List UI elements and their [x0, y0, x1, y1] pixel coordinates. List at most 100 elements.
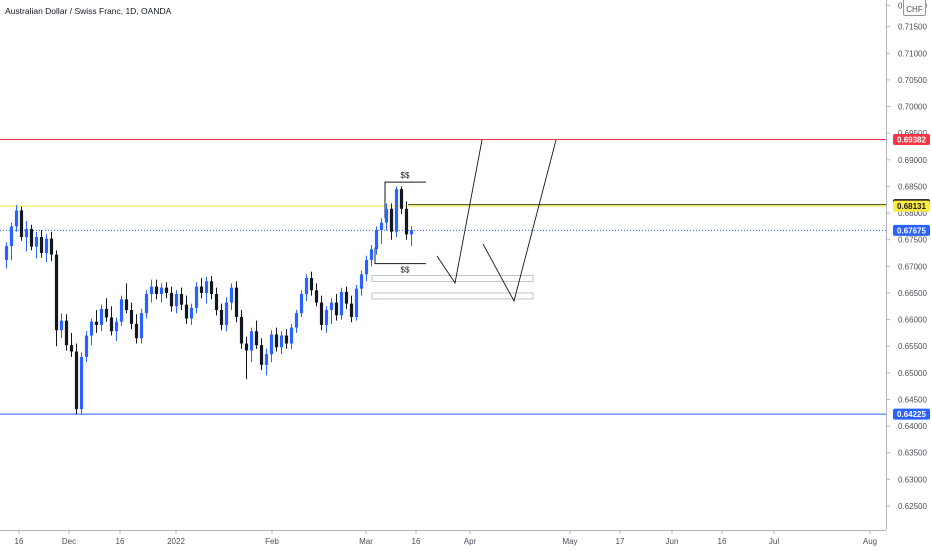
candle [114, 317, 119, 341]
candle [269, 330, 274, 363]
candle-body [379, 222, 384, 231]
candle-body [129, 309, 134, 324]
x-tick-label: 17 [616, 537, 625, 546]
candle-body [154, 286, 159, 295]
horizontal-lines [0, 138, 886, 415]
price-label-prev_close: 0.68131 [893, 200, 930, 212]
candle-body [189, 307, 194, 319]
candle-body [199, 286, 204, 293]
x-tick-label: 16 [718, 537, 727, 546]
candle [339, 287, 344, 320]
candle-body [94, 321, 99, 325]
candle [94, 309, 99, 333]
candle [249, 327, 254, 363]
candle [309, 271, 314, 296]
candle-body [9, 226, 14, 247]
candle-body [359, 274, 364, 289]
candle-body [124, 299, 129, 310]
chart-title: Australian Dollar / Swiss Franc, 1D, OAN… [5, 6, 172, 16]
candle [199, 278, 204, 299]
x-tick-label: Jun [666, 537, 679, 546]
candle [9, 222, 14, 260]
candle-body [39, 237, 44, 254]
liquidity-annotation: $$ [401, 171, 410, 180]
candle [144, 290, 149, 319]
candle-body [334, 302, 339, 316]
candle [64, 314, 69, 351]
candle [14, 205, 19, 232]
y-tick-label: 0.70500 [898, 76, 927, 85]
candle [329, 298, 334, 324]
candle [39, 230, 44, 258]
candle-body [369, 249, 374, 260]
y-tick-label: 0.65500 [898, 342, 927, 351]
x-tick-label: 16 [412, 537, 421, 546]
x-tick-label: Jul [769, 537, 779, 546]
candle [334, 294, 339, 321]
candle-body [44, 238, 49, 254]
candle [184, 295, 189, 324]
candle [19, 206, 24, 241]
y-tick-label: 0.62500 [898, 502, 927, 511]
drawings: $$ $$ [371, 139, 557, 303]
candle-body [344, 291, 349, 304]
currency-badge[interactable]: CHF [903, 0, 926, 16]
candle-body [139, 313, 144, 339]
candle [274, 327, 279, 352]
candle [74, 343, 79, 415]
price-label-bg [893, 224, 930, 236]
candle-body [114, 321, 119, 332]
axes: 0.62500 0.63000 0.63500 0.64000 0.64500 0.650… [0, 0, 927, 546]
y-tick-label: 0.64500 [898, 395, 927, 404]
candle-body [279, 335, 284, 348]
x-tick-label: Dec [62, 537, 76, 546]
candle [219, 303, 224, 331]
candle [374, 226, 379, 255]
y-tick-label: 0.68000 [898, 209, 927, 218]
candle-body [204, 281, 209, 293]
liquidity-low-bracket [374, 247, 426, 265]
candle-body [179, 294, 184, 305]
price-label-text: 0.67675 [897, 226, 926, 235]
projection-path-1 [436, 139, 483, 285]
candle-body [274, 334, 279, 348]
candle [234, 281, 239, 323]
candle-body [104, 308, 109, 318]
y-tick-label: 0.65000 [898, 369, 927, 378]
candle [54, 250, 59, 347]
candle-body [19, 210, 24, 238]
candle-body [74, 351, 79, 410]
price-label-text: 0.68131 [897, 202, 926, 211]
candle [89, 318, 94, 346]
candle-body [134, 323, 139, 339]
candle [369, 245, 374, 267]
candle-body [59, 320, 64, 331]
candle-body [224, 302, 229, 325]
candle-body [79, 356, 84, 410]
candle [304, 274, 309, 301]
candle [364, 255, 369, 282]
candle-body [394, 189, 399, 232]
candle [299, 290, 304, 317]
candle [314, 283, 319, 307]
candle-body [404, 208, 409, 235]
x-tick-label: 16 [15, 537, 24, 546]
candle-body [364, 259, 369, 275]
candle [159, 283, 164, 303]
y-tick-label: 0.66000 [898, 316, 927, 325]
candle [209, 275, 214, 300]
candle-body [49, 238, 54, 255]
candle [254, 320, 259, 349]
y-tick-label: 0.63000 [898, 475, 927, 484]
candle-body [14, 210, 19, 227]
candle-body [69, 345, 74, 352]
candle [344, 286, 349, 309]
candle [124, 283, 129, 314]
projection-path-2 [482, 139, 557, 303]
y-tick-label: 0.69500 [898, 129, 927, 138]
y-tick-label: 0.63500 [898, 449, 927, 458]
candle-body [299, 294, 304, 314]
